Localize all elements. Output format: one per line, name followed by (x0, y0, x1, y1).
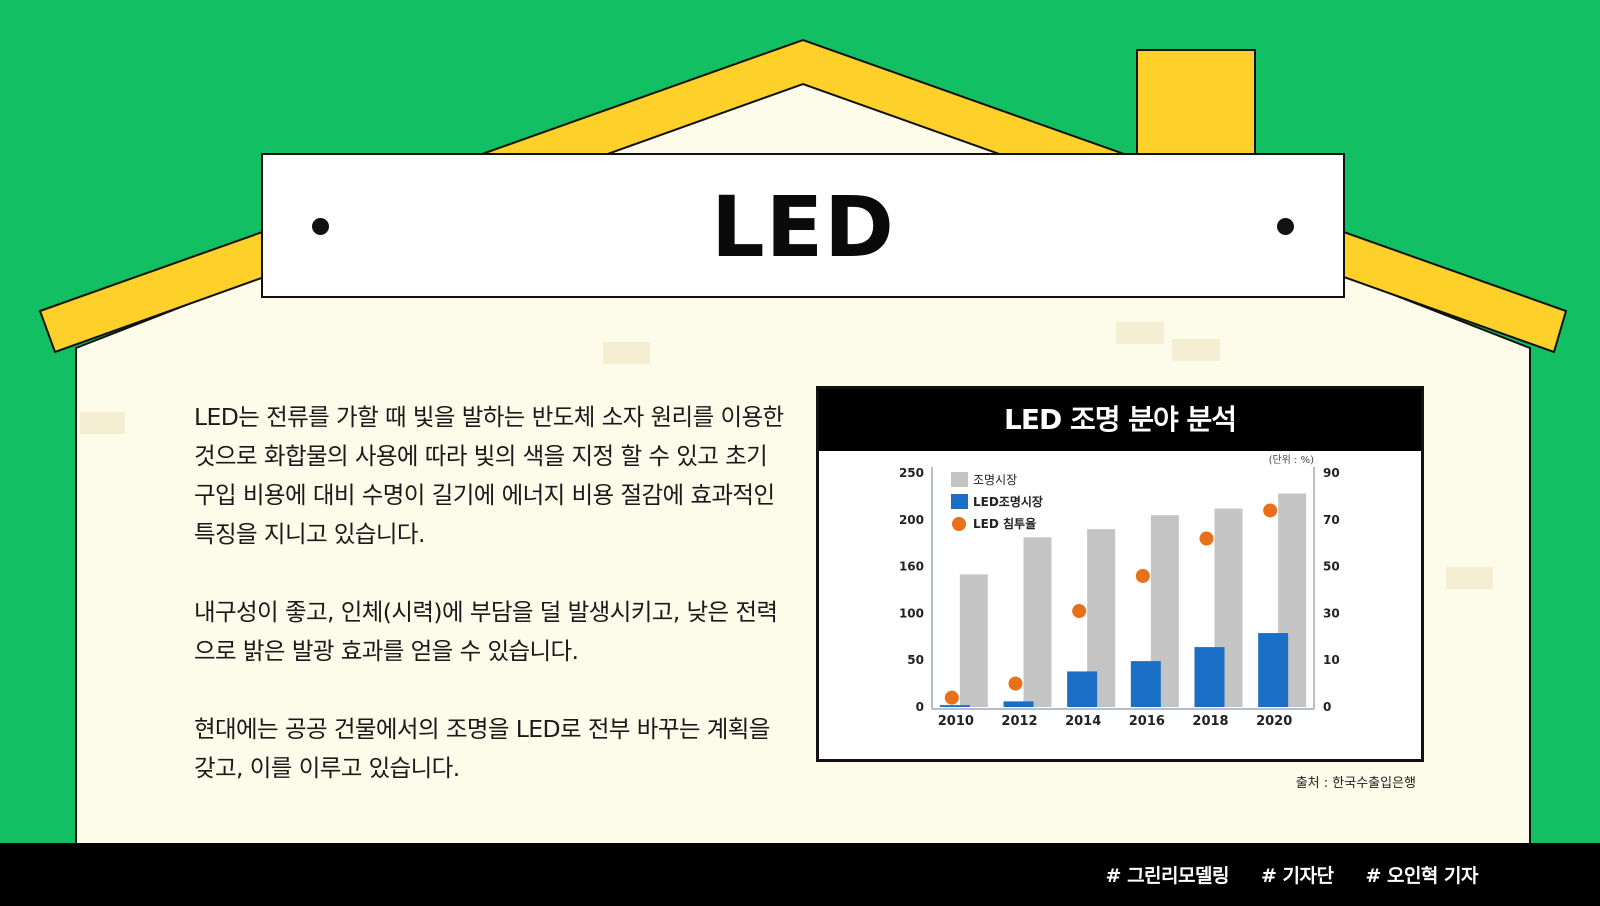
bar-led-market (1130, 661, 1161, 707)
hashtag[interactable]: # 그린리모델링 (1105, 865, 1230, 887)
bar-total-market (959, 574, 988, 707)
chart-title: LED 조명 분야 분석 (819, 389, 1421, 451)
point-led-penetration (1263, 503, 1278, 518)
house-roof (38, 38, 1568, 354)
chimney (1136, 49, 1256, 161)
brick (1172, 339, 1220, 361)
left-tick-label: 160 (899, 560, 924, 574)
page-title: LED (711, 178, 895, 276)
right-tick-label: 30 (1323, 606, 1340, 620)
point-led-penetration (1008, 676, 1023, 691)
nail-dot (312, 218, 329, 235)
led-market-chart: (단위 : %) 0 50 100 160 200 250 0 10 30 50 70 90 2010 20… (899, 453, 1340, 729)
bar-led-market (1258, 633, 1289, 707)
x-tick-label: 2012 (1001, 714, 1037, 729)
bar-led-market (1194, 647, 1225, 707)
legend-swatch-led (951, 494, 968, 509)
left-tick-label: 0 (916, 700, 924, 714)
x-tick-label: 2016 (1129, 714, 1165, 729)
bar-total-market (1023, 537, 1052, 707)
chart-panel: LED 조명 분야 분석 (단위 : %) 0 50 100 160 200 250 0 10 3… (816, 386, 1424, 762)
right-tick-label: 50 (1323, 560, 1340, 574)
description-text: LED는 전류를 가할 때 빛을 발하는 반도체 소자 원리를 이용한 것으로 … (194, 398, 794, 827)
point-led-penetration (1199, 531, 1214, 546)
brick (1446, 567, 1493, 589)
x-tick-label: 2010 (938, 714, 974, 729)
chart-source: 출처 : 한국수출입은행 (1295, 776, 1416, 791)
right-tick-label: 70 (1323, 513, 1340, 527)
point-led-penetration (944, 690, 959, 705)
footer-bar: # 그린리모델링 # 기자단 # 오인혁 기자 (0, 843, 1600, 906)
hashtag-list: # 그린리모델링 # 기자단 # 오인혁 기자 (1105, 843, 1479, 906)
brick (80, 412, 125, 434)
nail-dot (1277, 218, 1294, 235)
right-tick-label: 90 (1323, 466, 1340, 480)
brick (603, 342, 650, 364)
legend-label: LED조명시장 (973, 495, 1043, 509)
left-tick-label: 250 (899, 466, 924, 480)
x-tick-label: 2018 (1192, 714, 1228, 729)
left-tick-label: 200 (899, 513, 924, 527)
point-led-penetration (1072, 604, 1087, 619)
point-led-penetration (1135, 568, 1150, 583)
legend-swatch-penetration (952, 517, 966, 531)
legend-label: LED 침투율 (973, 516, 1036, 531)
unit-label: (단위 : %) (1269, 453, 1315, 466)
paragraph: LED는 전류를 가할 때 빛을 발하는 반도체 소자 원리를 이용한 것으로 … (194, 403, 784, 548)
hashtag[interactable]: # 기자단 (1260, 865, 1334, 887)
bar-led-market (1067, 671, 1098, 707)
right-tick-label: 0 (1323, 700, 1331, 714)
legend-swatch-total (951, 472, 968, 487)
paragraph: 현대에는 공공 건물에서의 조명을 LED로 전부 바꾸는 계획을 갖고, 이를… (194, 715, 770, 782)
brick (1116, 322, 1164, 344)
bar-led-market (939, 705, 970, 707)
x-tick-label: 2020 (1256, 714, 1292, 729)
hashtag[interactable]: # 오인혁 기자 (1365, 865, 1478, 887)
right-tick-label: 10 (1323, 653, 1340, 667)
left-tick-label: 50 (907, 653, 924, 667)
bar-led-market (1003, 701, 1034, 707)
title-sign: LED (261, 153, 1345, 298)
legend-label: 조명시장 (973, 473, 1017, 487)
paragraph: 내구성이 좋고, 인체(시력)에 부담을 덜 발생시키고, 낮은 전력으로 밝은… (194, 598, 778, 665)
left-tick-label: 100 (899, 606, 924, 620)
x-tick-label: 2014 (1065, 714, 1101, 729)
